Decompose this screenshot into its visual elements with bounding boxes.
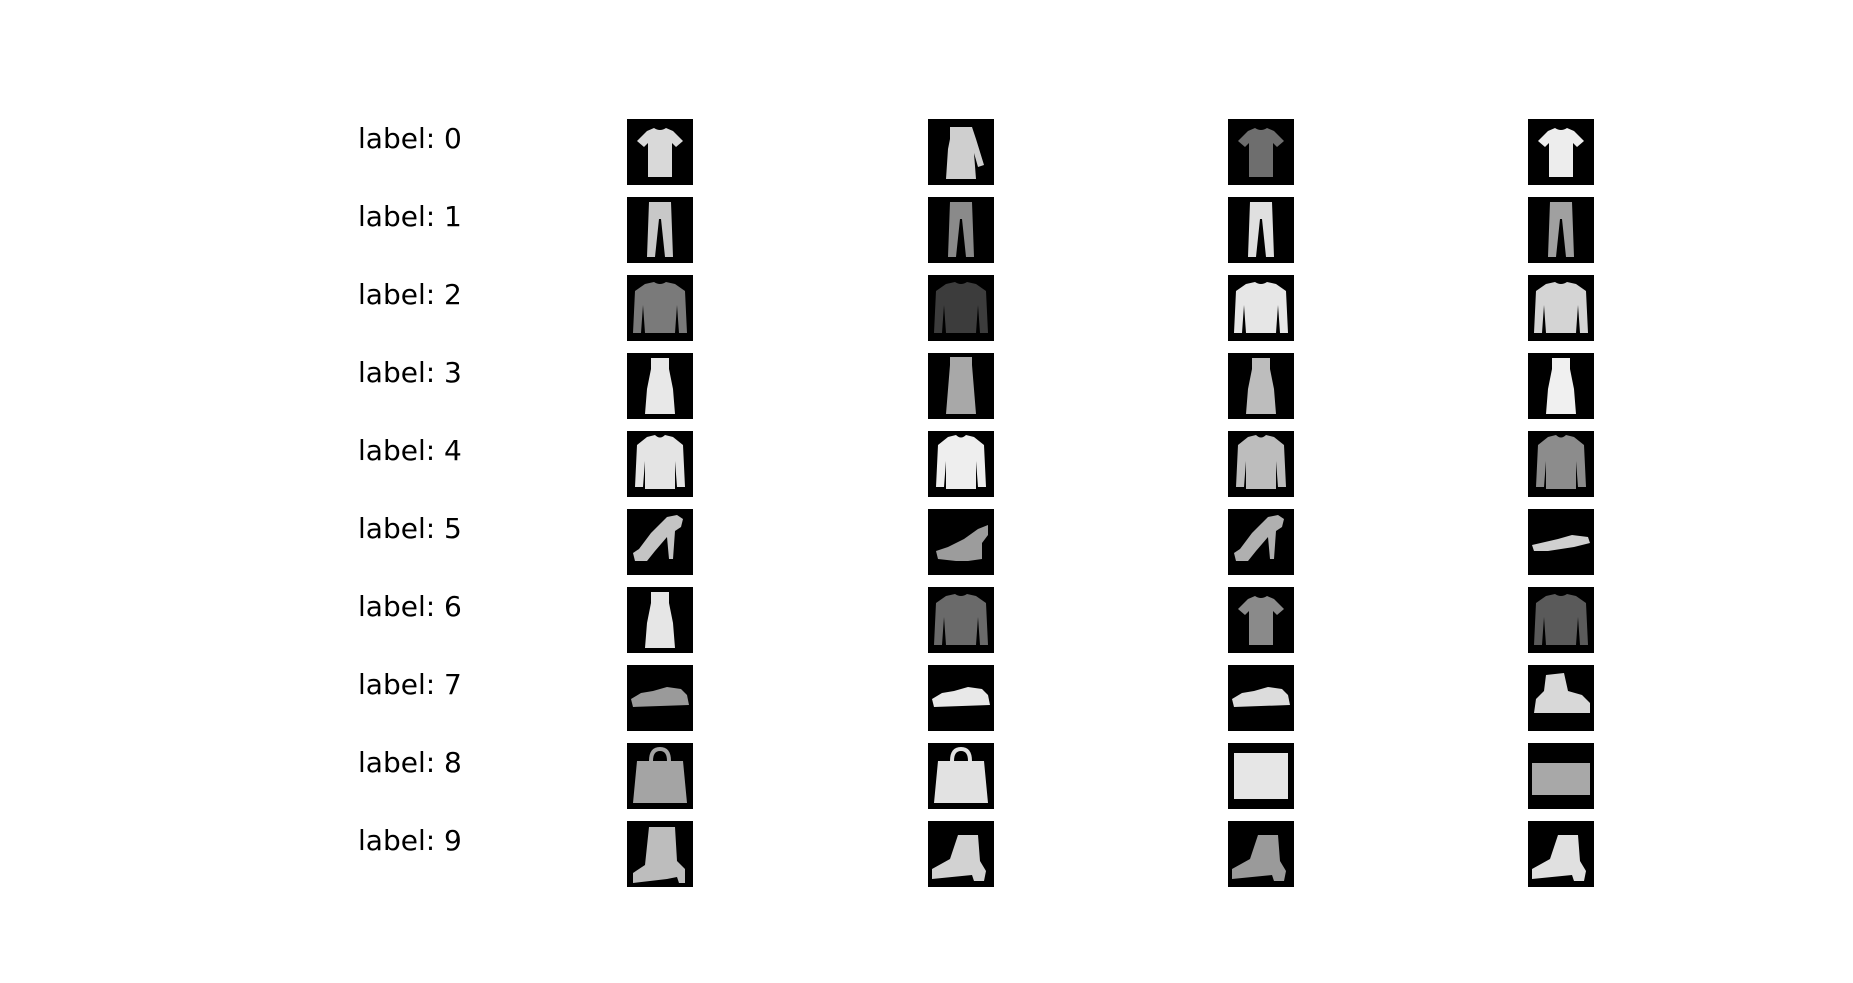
ankle-boot-icon [928,821,994,887]
bag-handbag-icon [928,743,994,809]
sneaker-icon [928,665,994,731]
grid-row-label-7: label: 7 [0,665,1853,731]
coat-icon [1228,431,1294,497]
row-label: label: 2 [358,278,462,311]
grid-row-label-0: label: 0 [0,119,1853,185]
trouser-icon [928,197,994,263]
sneaker-icon [1228,665,1294,731]
trouser-icon [1228,197,1294,263]
sneaker-hightop-icon [1528,665,1594,731]
row-label: label: 5 [358,512,462,545]
trouser-icon [627,197,693,263]
grid-row-label-9: label: 9 [0,821,1853,887]
grid-row-label-5: label: 5 [0,509,1853,575]
grid-row-label-6: label: 6 [0,587,1853,653]
pullover-printed-icon [627,275,693,341]
shirt-plaid-icon [1528,587,1594,653]
coat-denim-icon [1528,431,1594,497]
shirt-sleeveless-icon [627,587,693,653]
row-label: label: 9 [358,824,462,857]
dress-printed-icon [1228,353,1294,419]
sandal-wedge-icon [928,509,994,575]
sandal-flipflop-icon [1528,509,1594,575]
trouser-icon [1528,197,1594,263]
bag-box-icon [1228,743,1294,809]
row-label: label: 3 [358,356,462,389]
shirt-printed-icon [1228,587,1294,653]
dress-icon [627,353,693,419]
grid-row-label-8: label: 8 [0,743,1853,809]
shirt-vest-icon [928,587,994,653]
row-label: label: 0 [358,122,462,155]
bag-tote-icon [627,743,693,809]
row-label: label: 4 [358,434,462,467]
dress-icon [1528,353,1594,419]
coat-icon [627,431,693,497]
sandal-heel-icon [627,509,693,575]
row-label: label: 7 [358,668,462,701]
dress-long-sleeve-icon [928,119,994,185]
grid-row-label-1: label: 1 [0,197,1853,263]
dress-skirt-icon [928,353,994,419]
grid-row-label-3: label: 3 [0,353,1853,419]
coat-hooded-icon [928,431,994,497]
sneaker-icon [627,665,693,731]
bag-clutch-icon [1528,743,1594,809]
grid-row-label-2: label: 2 [0,275,1853,341]
grid-row-label-4: label: 4 [0,431,1853,497]
tshirt-dark-icon [1228,119,1294,185]
ankle-boot-icon [1528,821,1594,887]
row-label: label: 1 [358,200,462,233]
tshirt-printed-icon [627,119,693,185]
ankle-boot-icon [1228,821,1294,887]
pullover-plain-icon [1528,275,1594,341]
pullover-vneck-icon [1228,275,1294,341]
sandal-heel-icon [1228,509,1294,575]
row-label: label: 6 [358,590,462,623]
row-label: label: 8 [358,746,462,779]
ankle-boot-icon [627,821,693,887]
pullover-dark-icon [928,275,994,341]
tshirt-plain-icon [1528,119,1594,185]
